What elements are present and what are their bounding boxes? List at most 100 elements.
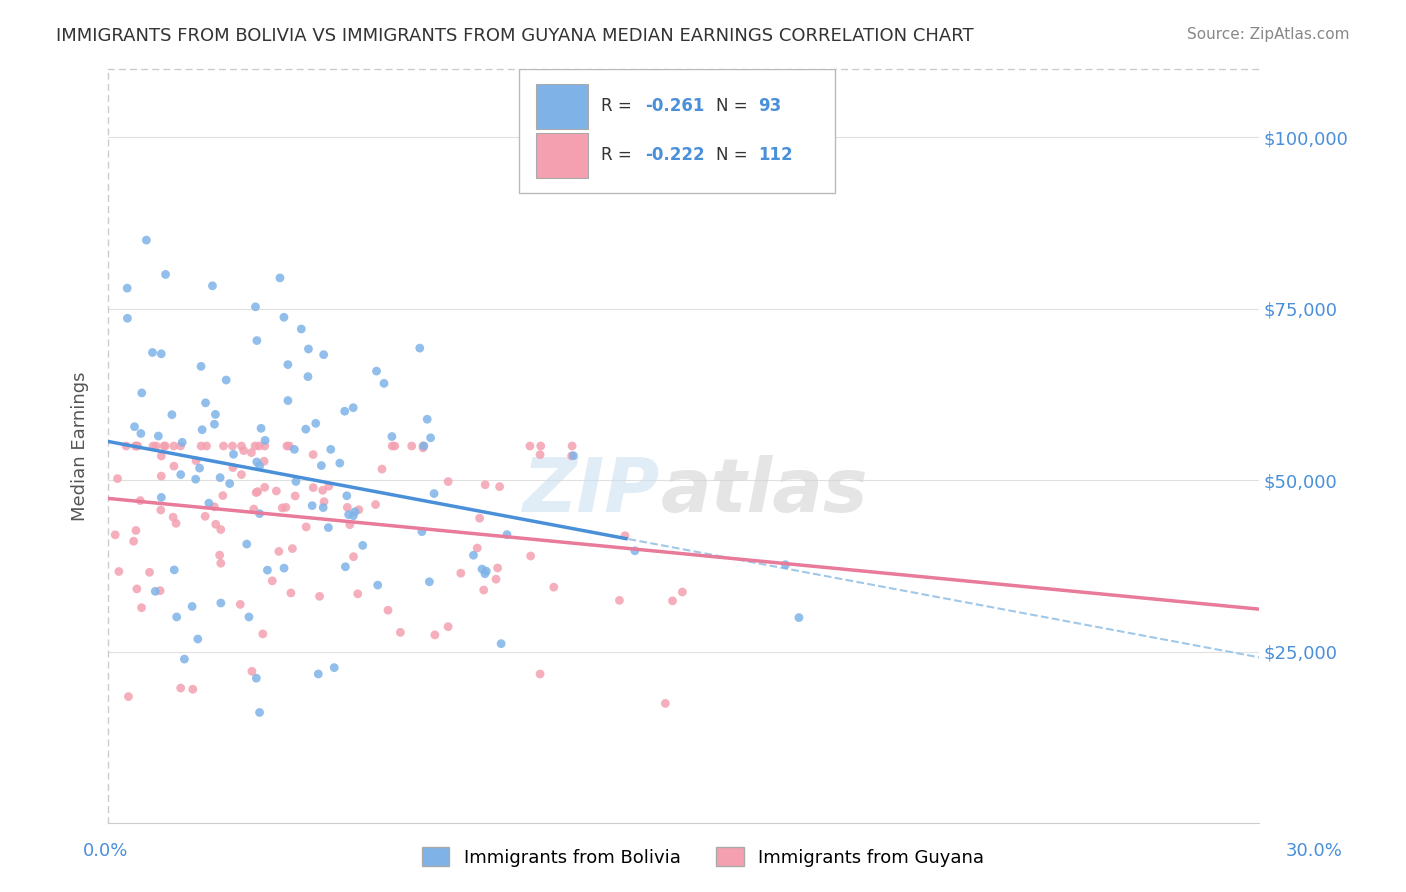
Point bbox=[301, 499, 323, 513]
Point bbox=[519, 549, 541, 563]
Point bbox=[614, 529, 637, 543]
Point bbox=[318, 479, 340, 493]
Point bbox=[624, 543, 647, 558]
Point bbox=[172, 435, 194, 450]
FancyBboxPatch shape bbox=[519, 69, 835, 193]
Point bbox=[342, 549, 364, 564]
Point bbox=[266, 483, 288, 498]
Text: IMMIGRANTS FROM BOLIVIA VS IMMIGRANTS FROM GUYANA MEDIAN EARNINGS CORRELATION CH: IMMIGRANTS FROM BOLIVIA VS IMMIGRANTS FR… bbox=[56, 27, 974, 45]
Text: -0.261: -0.261 bbox=[645, 97, 704, 115]
Point bbox=[274, 500, 297, 515]
Point bbox=[250, 421, 273, 435]
Point bbox=[278, 439, 301, 453]
Point bbox=[609, 593, 631, 607]
Point bbox=[149, 583, 172, 598]
Point bbox=[273, 561, 295, 575]
Point bbox=[423, 486, 446, 500]
Point bbox=[312, 500, 335, 515]
Point bbox=[295, 422, 318, 436]
Point bbox=[218, 476, 240, 491]
Point bbox=[381, 429, 404, 443]
Point bbox=[787, 610, 810, 624]
Point bbox=[543, 580, 565, 594]
Point bbox=[319, 442, 342, 457]
Point bbox=[463, 548, 485, 562]
Point bbox=[253, 454, 276, 468]
Point bbox=[342, 508, 364, 523]
Point bbox=[240, 665, 263, 679]
Point bbox=[485, 572, 508, 586]
Point bbox=[148, 429, 170, 443]
Point bbox=[371, 462, 394, 476]
Y-axis label: Median Earnings: Median Earnings bbox=[72, 371, 89, 521]
Point bbox=[305, 417, 328, 431]
Point bbox=[336, 500, 359, 515]
FancyBboxPatch shape bbox=[536, 133, 588, 178]
Point bbox=[249, 706, 271, 720]
FancyBboxPatch shape bbox=[536, 84, 588, 129]
Point bbox=[284, 489, 307, 503]
Text: atlas: atlas bbox=[661, 455, 868, 528]
Point bbox=[163, 439, 186, 453]
Point bbox=[465, 541, 488, 555]
Point bbox=[247, 439, 270, 453]
Text: R =: R = bbox=[600, 146, 637, 164]
Point bbox=[170, 467, 193, 482]
Point bbox=[188, 461, 211, 475]
Point bbox=[243, 439, 266, 453]
Point bbox=[153, 439, 176, 453]
Point bbox=[468, 511, 491, 525]
Point bbox=[222, 447, 245, 461]
Point bbox=[202, 500, 225, 514]
Point bbox=[489, 637, 512, 651]
Point bbox=[412, 439, 434, 453]
Point bbox=[143, 584, 166, 599]
Point bbox=[311, 458, 333, 473]
Point bbox=[364, 498, 387, 512]
Point bbox=[337, 508, 360, 522]
Point bbox=[127, 439, 149, 453]
Point bbox=[190, 359, 212, 374]
Point bbox=[169, 439, 191, 453]
Point bbox=[129, 493, 152, 508]
Point bbox=[191, 423, 214, 437]
Point bbox=[212, 439, 235, 453]
Point bbox=[184, 453, 207, 467]
Point bbox=[281, 541, 304, 556]
Point bbox=[246, 484, 269, 499]
Point bbox=[170, 681, 193, 695]
Point bbox=[163, 459, 186, 474]
Point bbox=[373, 376, 395, 391]
Point bbox=[297, 342, 319, 356]
Text: N =: N = bbox=[716, 97, 752, 115]
Point bbox=[312, 494, 335, 508]
Point bbox=[302, 448, 325, 462]
Point bbox=[271, 500, 294, 515]
Point bbox=[252, 627, 274, 641]
Point bbox=[125, 524, 148, 538]
Text: 0.0%: 0.0% bbox=[83, 842, 128, 860]
Point bbox=[209, 556, 232, 570]
Point bbox=[412, 441, 434, 455]
Point bbox=[150, 491, 173, 505]
Point bbox=[235, 537, 257, 551]
Point bbox=[194, 509, 217, 524]
Text: 30.0%: 30.0% bbox=[1286, 842, 1343, 860]
Point bbox=[222, 460, 245, 475]
Point bbox=[104, 528, 127, 542]
Point bbox=[246, 455, 269, 469]
Point bbox=[129, 426, 152, 441]
Point bbox=[245, 485, 267, 500]
Point bbox=[107, 472, 129, 486]
Point bbox=[184, 472, 207, 486]
Point bbox=[232, 443, 254, 458]
Point bbox=[277, 358, 299, 372]
Point bbox=[198, 496, 221, 510]
Point bbox=[204, 417, 226, 432]
Point bbox=[138, 566, 160, 580]
Point bbox=[561, 449, 583, 463]
Point bbox=[472, 583, 495, 598]
Point bbox=[229, 598, 252, 612]
Point bbox=[150, 469, 173, 483]
Point bbox=[654, 697, 676, 711]
